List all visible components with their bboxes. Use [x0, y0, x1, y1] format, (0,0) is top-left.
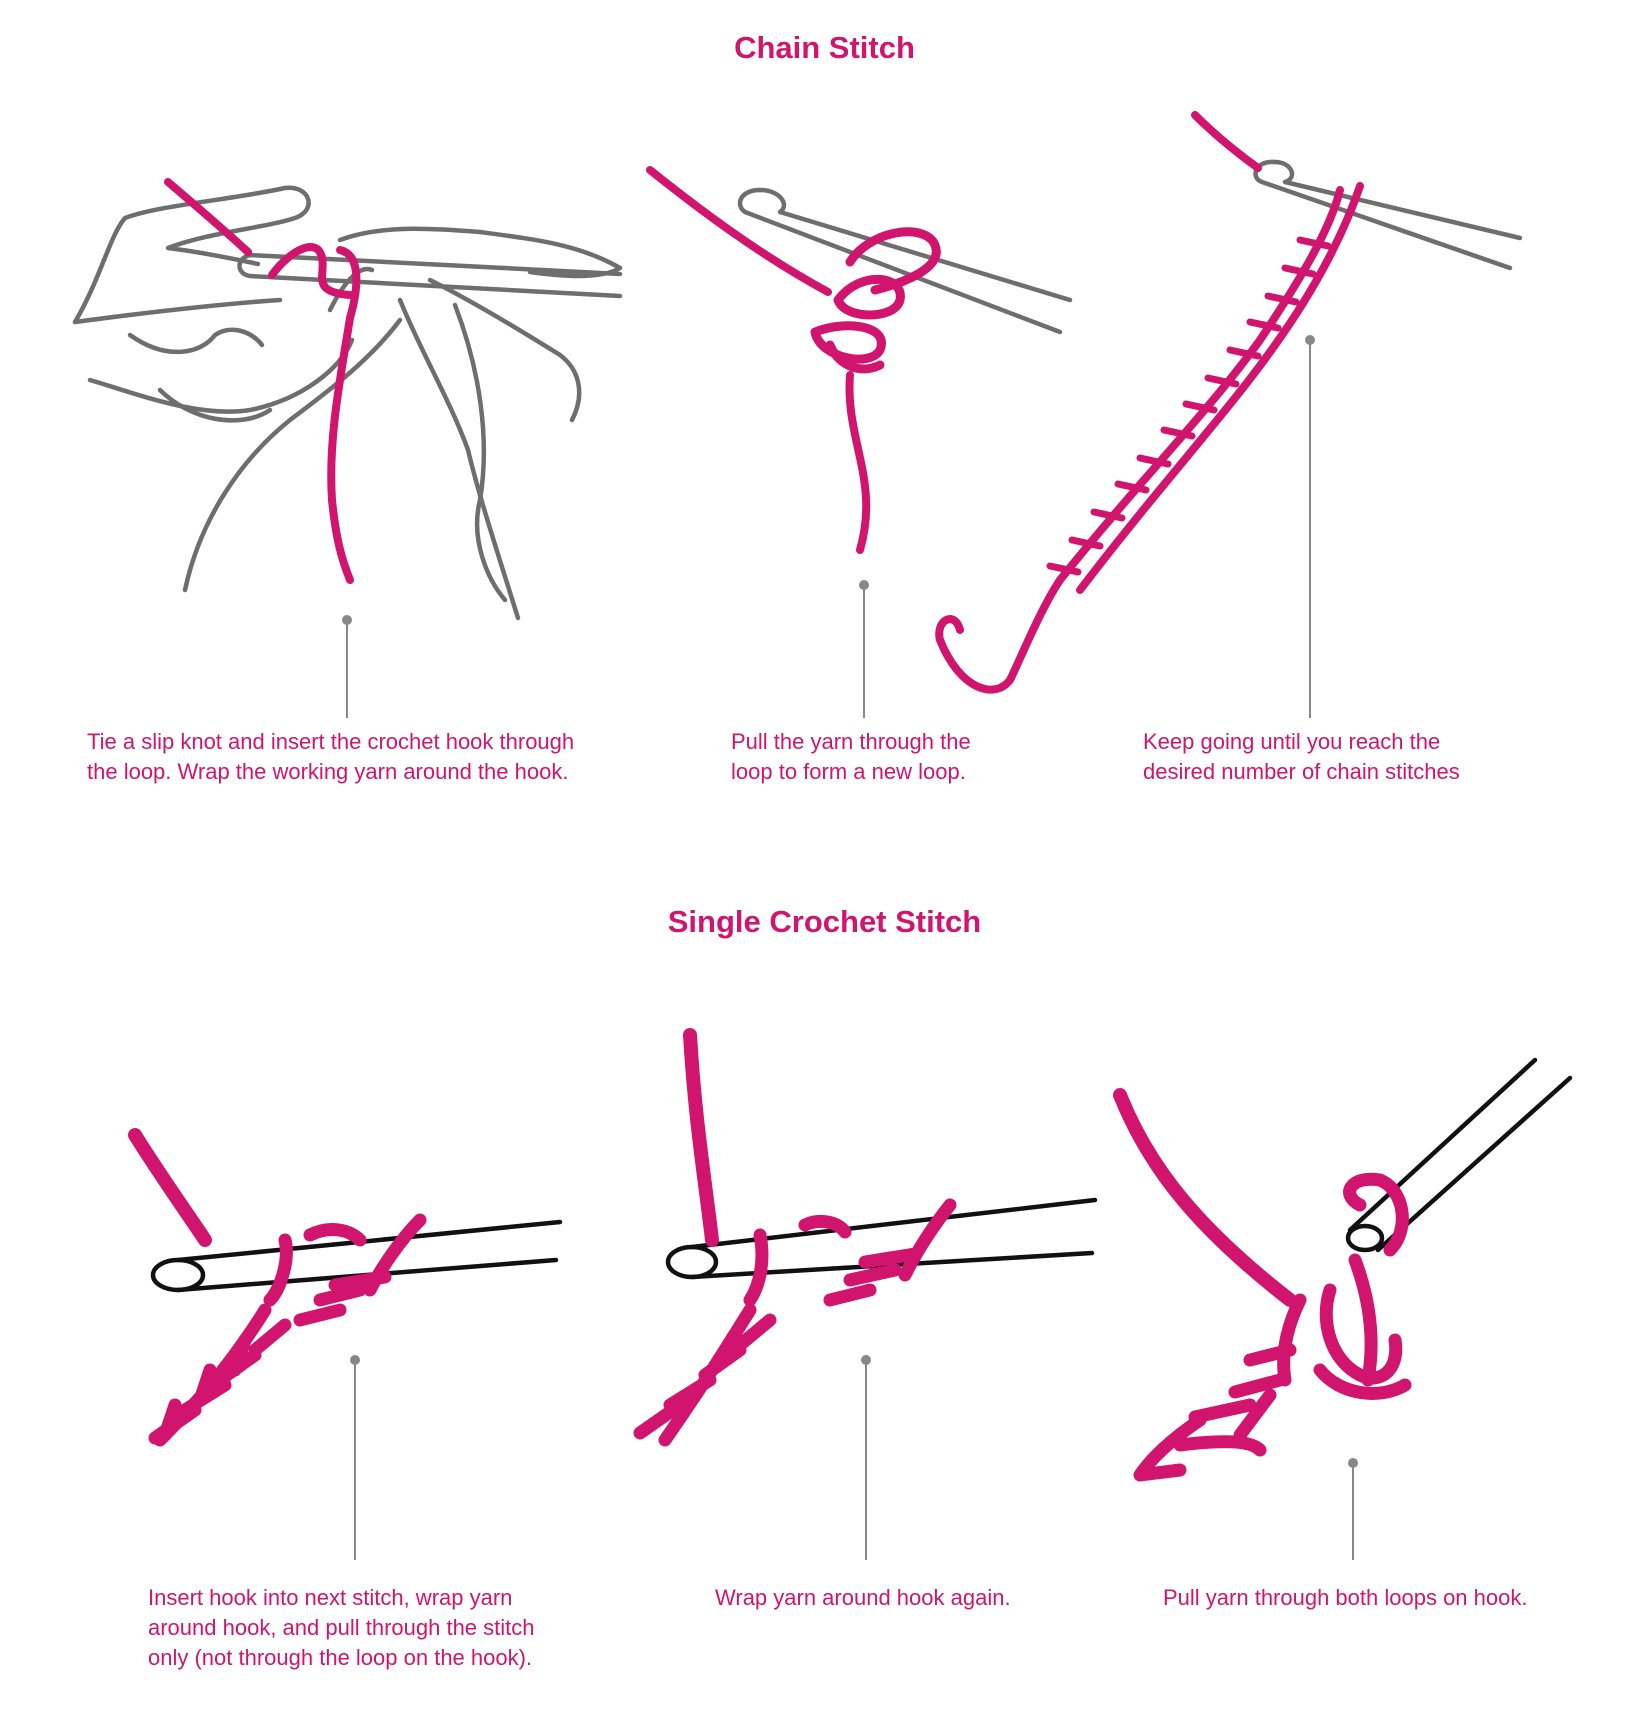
single-crochet-illustration	[633, 1028, 1098, 1447]
chain-stitch-title: Chain Stitch	[734, 30, 915, 65]
hands-hook-yarn-illustration	[72, 178, 623, 621]
single-step-3-caption: Pull yarn through both loops on hook.	[1163, 1585, 1528, 1610]
chain-step-1-caption: Tie a slip knot and insert the crochet h…	[87, 729, 575, 784]
hook-loop-illustration	[646, 166, 1073, 554]
single-step-2-caption: Wrap yarn around hook again.	[715, 1585, 1011, 1610]
single-crochet-illustration	[1113, 1057, 1573, 1482]
chain-step-3-caption: Keep going until you reach the desired n…	[1143, 729, 1460, 784]
single-step-1-caption: Insert hook into next stitch, wrap yarn …	[148, 1585, 535, 1670]
chain-step-2-caption: Pull the yarn through the loop to form a…	[731, 729, 971, 784]
chain-illustration	[935, 111, 1523, 694]
single-crochet-illustration	[128, 1128, 563, 1447]
leader-lines	[342, 335, 1358, 1560]
single-crochet-title: Single Crochet Stitch	[667, 904, 982, 939]
